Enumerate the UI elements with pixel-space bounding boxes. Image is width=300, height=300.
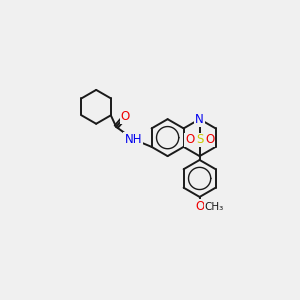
Text: S: S [196,134,203,146]
Text: O: O [121,110,130,123]
Text: NH: NH [124,133,142,146]
Text: O: O [185,134,194,146]
Text: O: O [195,200,204,213]
Text: O: O [205,134,214,146]
Text: N: N [195,113,204,126]
Text: CH₃: CH₃ [205,202,224,212]
